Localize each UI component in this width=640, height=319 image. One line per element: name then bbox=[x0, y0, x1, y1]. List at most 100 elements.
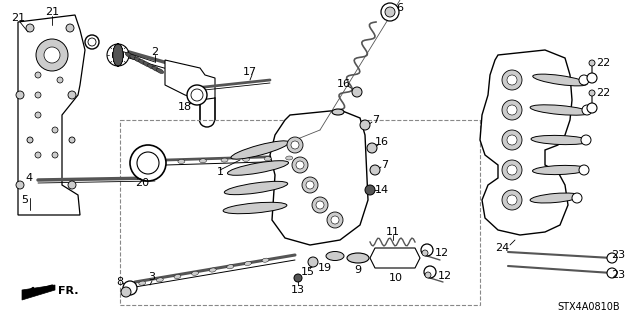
Circle shape bbox=[507, 105, 517, 115]
Text: 22: 22 bbox=[596, 88, 610, 98]
Ellipse shape bbox=[532, 165, 588, 174]
Circle shape bbox=[327, 212, 343, 228]
Text: 21: 21 bbox=[45, 7, 59, 17]
Circle shape bbox=[370, 165, 380, 175]
Circle shape bbox=[507, 165, 517, 175]
Circle shape bbox=[507, 135, 517, 145]
Ellipse shape bbox=[113, 44, 123, 66]
Polygon shape bbox=[480, 50, 572, 235]
Text: 24: 24 bbox=[495, 243, 509, 253]
Circle shape bbox=[607, 268, 617, 278]
Ellipse shape bbox=[262, 258, 269, 262]
Circle shape bbox=[26, 24, 34, 32]
Circle shape bbox=[589, 60, 595, 66]
Ellipse shape bbox=[152, 66, 159, 71]
Text: 16: 16 bbox=[337, 79, 351, 89]
Ellipse shape bbox=[113, 44, 123, 66]
Circle shape bbox=[360, 120, 370, 130]
Circle shape bbox=[35, 72, 41, 78]
Circle shape bbox=[187, 85, 207, 105]
Ellipse shape bbox=[191, 271, 198, 275]
Circle shape bbox=[35, 92, 41, 98]
Ellipse shape bbox=[285, 156, 292, 160]
Polygon shape bbox=[165, 60, 215, 100]
Circle shape bbox=[579, 75, 589, 85]
Circle shape bbox=[385, 7, 395, 17]
Ellipse shape bbox=[113, 44, 123, 66]
Ellipse shape bbox=[139, 59, 146, 64]
Circle shape bbox=[331, 216, 339, 224]
Ellipse shape bbox=[174, 275, 181, 279]
Ellipse shape bbox=[227, 265, 234, 269]
Text: FR.: FR. bbox=[58, 286, 79, 296]
Circle shape bbox=[287, 137, 303, 153]
Circle shape bbox=[502, 160, 522, 180]
Text: 2: 2 bbox=[152, 47, 159, 57]
Circle shape bbox=[130, 145, 166, 181]
Circle shape bbox=[16, 91, 24, 99]
Circle shape bbox=[27, 137, 33, 143]
Circle shape bbox=[422, 250, 428, 256]
Circle shape bbox=[85, 35, 99, 49]
Circle shape bbox=[507, 75, 517, 85]
Circle shape bbox=[365, 185, 375, 195]
Ellipse shape bbox=[113, 44, 123, 66]
Text: 22: 22 bbox=[596, 58, 610, 68]
Circle shape bbox=[35, 112, 41, 118]
Circle shape bbox=[502, 100, 522, 120]
Text: 23: 23 bbox=[611, 270, 625, 280]
Text: 20: 20 bbox=[135, 178, 149, 188]
Circle shape bbox=[502, 130, 522, 150]
Circle shape bbox=[292, 157, 308, 173]
Ellipse shape bbox=[113, 44, 123, 66]
Text: 8: 8 bbox=[116, 277, 124, 287]
Ellipse shape bbox=[113, 44, 123, 66]
Text: 10: 10 bbox=[389, 273, 403, 283]
Text: 11: 11 bbox=[386, 227, 400, 237]
Text: 1: 1 bbox=[216, 167, 223, 177]
Text: 17: 17 bbox=[243, 67, 257, 77]
Ellipse shape bbox=[113, 44, 123, 66]
Circle shape bbox=[16, 181, 24, 189]
Circle shape bbox=[352, 87, 362, 97]
Circle shape bbox=[57, 77, 63, 83]
Circle shape bbox=[582, 105, 592, 115]
Circle shape bbox=[589, 90, 595, 96]
Circle shape bbox=[421, 244, 433, 256]
Ellipse shape bbox=[530, 105, 590, 115]
Text: 21: 21 bbox=[11, 13, 25, 23]
Circle shape bbox=[579, 165, 589, 175]
Ellipse shape bbox=[156, 278, 163, 282]
Ellipse shape bbox=[143, 62, 150, 67]
Ellipse shape bbox=[221, 158, 228, 162]
Ellipse shape bbox=[264, 157, 271, 161]
Ellipse shape bbox=[326, 251, 344, 261]
Circle shape bbox=[68, 91, 76, 99]
Text: 15: 15 bbox=[301, 267, 315, 277]
Ellipse shape bbox=[113, 44, 123, 66]
Polygon shape bbox=[22, 285, 55, 300]
Ellipse shape bbox=[125, 52, 132, 57]
Circle shape bbox=[308, 257, 318, 267]
Circle shape bbox=[191, 89, 203, 101]
Text: 7: 7 bbox=[381, 160, 388, 170]
Circle shape bbox=[607, 253, 617, 263]
Bar bbox=[120, 120, 480, 305]
Circle shape bbox=[137, 152, 159, 174]
Ellipse shape bbox=[530, 193, 580, 203]
Text: 7: 7 bbox=[372, 115, 380, 125]
Circle shape bbox=[381, 3, 399, 21]
Polygon shape bbox=[18, 15, 85, 215]
Circle shape bbox=[66, 24, 74, 32]
Text: 19: 19 bbox=[318, 263, 332, 273]
Circle shape bbox=[52, 127, 58, 133]
Ellipse shape bbox=[224, 181, 288, 195]
Circle shape bbox=[69, 137, 75, 143]
Text: 13: 13 bbox=[291, 285, 305, 295]
Circle shape bbox=[581, 135, 591, 145]
Text: 18: 18 bbox=[178, 102, 192, 112]
Text: 4: 4 bbox=[26, 173, 33, 183]
Circle shape bbox=[36, 39, 68, 71]
Circle shape bbox=[302, 177, 318, 193]
Ellipse shape bbox=[147, 64, 155, 69]
